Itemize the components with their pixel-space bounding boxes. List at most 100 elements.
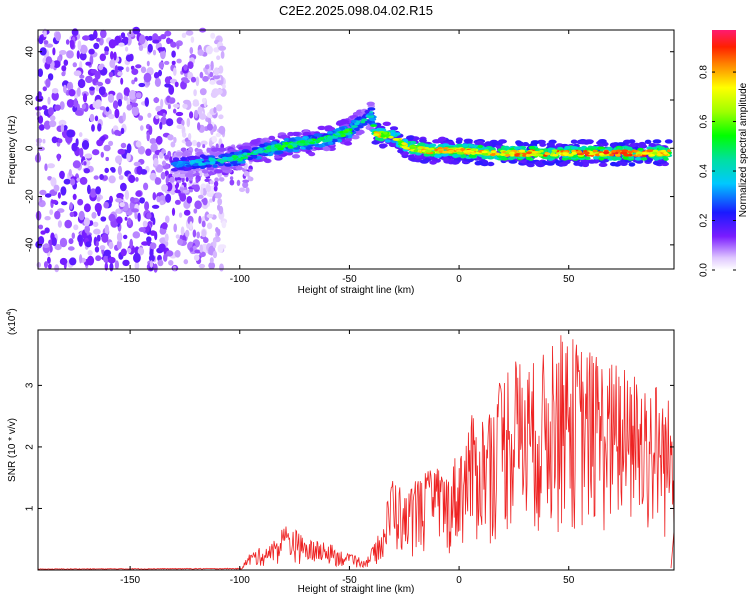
ridge-cell	[456, 149, 463, 153]
ridge-cell	[429, 160, 437, 165]
noise-cell	[120, 142, 127, 149]
noise-cell	[197, 122, 201, 131]
noise-cell	[91, 211, 97, 219]
noise-cell	[213, 106, 217, 114]
ridge-cell	[354, 127, 360, 132]
noise-cell	[130, 196, 135, 203]
ridge-cell	[427, 147, 435, 151]
noise-cell	[88, 48, 95, 55]
noise-cell	[153, 97, 160, 103]
ridge-cell	[623, 153, 630, 157]
noise-cell	[41, 105, 48, 110]
noise-cell	[81, 140, 90, 150]
noise-cell	[122, 112, 126, 122]
ridge-cell	[270, 141, 278, 145]
noise-cell	[183, 209, 191, 216]
noise-cell	[144, 97, 149, 107]
noise-cell	[66, 82, 72, 90]
noise-cell	[186, 117, 191, 128]
noise-cell	[108, 71, 114, 78]
noise-cell	[149, 242, 157, 250]
noise-cell	[51, 237, 57, 247]
spectrogram-y-ticks: -40 -20 0 20 40	[25, 46, 674, 252]
noise-cell	[166, 37, 171, 45]
ridge-cell	[263, 158, 271, 163]
ridge-cell	[290, 143, 298, 146]
colorbar-label: Normalized spectral amplitude	[738, 82, 749, 217]
noise-cell	[65, 39, 70, 45]
noise-cell	[182, 189, 190, 194]
ridge-cell	[324, 125, 333, 130]
noise-cell	[157, 47, 165, 52]
noise-cell	[152, 217, 156, 226]
ridge-cell	[646, 149, 654, 153]
noise-cell	[116, 208, 121, 214]
noise-cell	[76, 87, 81, 97]
noise-cell	[47, 176, 52, 181]
noise-cell	[217, 204, 221, 211]
noise-cell	[187, 133, 192, 141]
ridge-cell	[209, 161, 216, 165]
noise-cell	[89, 220, 94, 226]
noise-cell	[137, 247, 145, 256]
ridge-cell	[514, 153, 519, 157]
ridge-cell	[185, 164, 192, 168]
noise-cell	[96, 234, 101, 242]
noise-cell	[210, 60, 214, 71]
ridge-cell	[434, 154, 442, 158]
noise-cell	[126, 152, 131, 162]
noise-cell	[148, 125, 153, 135]
noise-cell	[96, 196, 101, 202]
ridge-cell	[367, 112, 374, 116]
noise-cell	[92, 149, 100, 156]
noise-cell	[104, 224, 110, 235]
ridge-cell	[642, 154, 647, 157]
ridge-cell	[305, 146, 313, 150]
noise-cell	[109, 59, 116, 68]
noise-cell	[168, 97, 176, 104]
noise-cell	[43, 120, 51, 130]
noise-cell	[126, 97, 131, 106]
y-tick-label: 1	[25, 505, 36, 511]
noise-cell	[54, 210, 61, 220]
ridge-cell	[184, 173, 194, 178]
noise-cell	[115, 155, 123, 164]
noise-cell	[146, 131, 150, 142]
noise-cell	[43, 28, 47, 38]
noise-cell	[94, 246, 100, 253]
noise-cell	[79, 254, 83, 264]
noise-cell	[68, 169, 72, 177]
noise-cell	[35, 94, 44, 102]
spectrogram-x-label: Height of straight line (km)	[298, 285, 415, 296]
ridge-cell	[417, 142, 426, 146]
noise-cell	[108, 113, 115, 120]
ridge-cell	[265, 146, 272, 150]
noise-cell	[117, 165, 122, 176]
noise-cell	[182, 103, 188, 109]
noise-cell	[119, 202, 125, 208]
ridge-cell	[584, 156, 591, 160]
ridge-cell	[407, 154, 416, 159]
noise-cell	[185, 176, 189, 182]
noise-cell	[104, 167, 109, 174]
noise-cell	[98, 86, 106, 96]
ridge-cell	[226, 156, 234, 160]
noise-cell	[215, 192, 222, 199]
noise-cell	[129, 238, 133, 249]
noise-cell	[123, 87, 130, 97]
ridge-cell	[481, 152, 489, 156]
noise-cell	[185, 30, 194, 36]
noise-cell	[213, 67, 220, 76]
noise-cell	[173, 223, 177, 233]
ridge-cell	[259, 143, 266, 148]
ridge-cell	[442, 156, 450, 162]
noise-cell	[94, 202, 102, 213]
noise-cell	[103, 201, 109, 209]
x-tick-label: -100	[230, 575, 250, 586]
noise-cell	[115, 197, 123, 203]
noise-cell	[138, 115, 144, 121]
noise-cell	[202, 188, 207, 196]
noise-cell	[75, 109, 83, 116]
noise-cell	[174, 199, 181, 205]
